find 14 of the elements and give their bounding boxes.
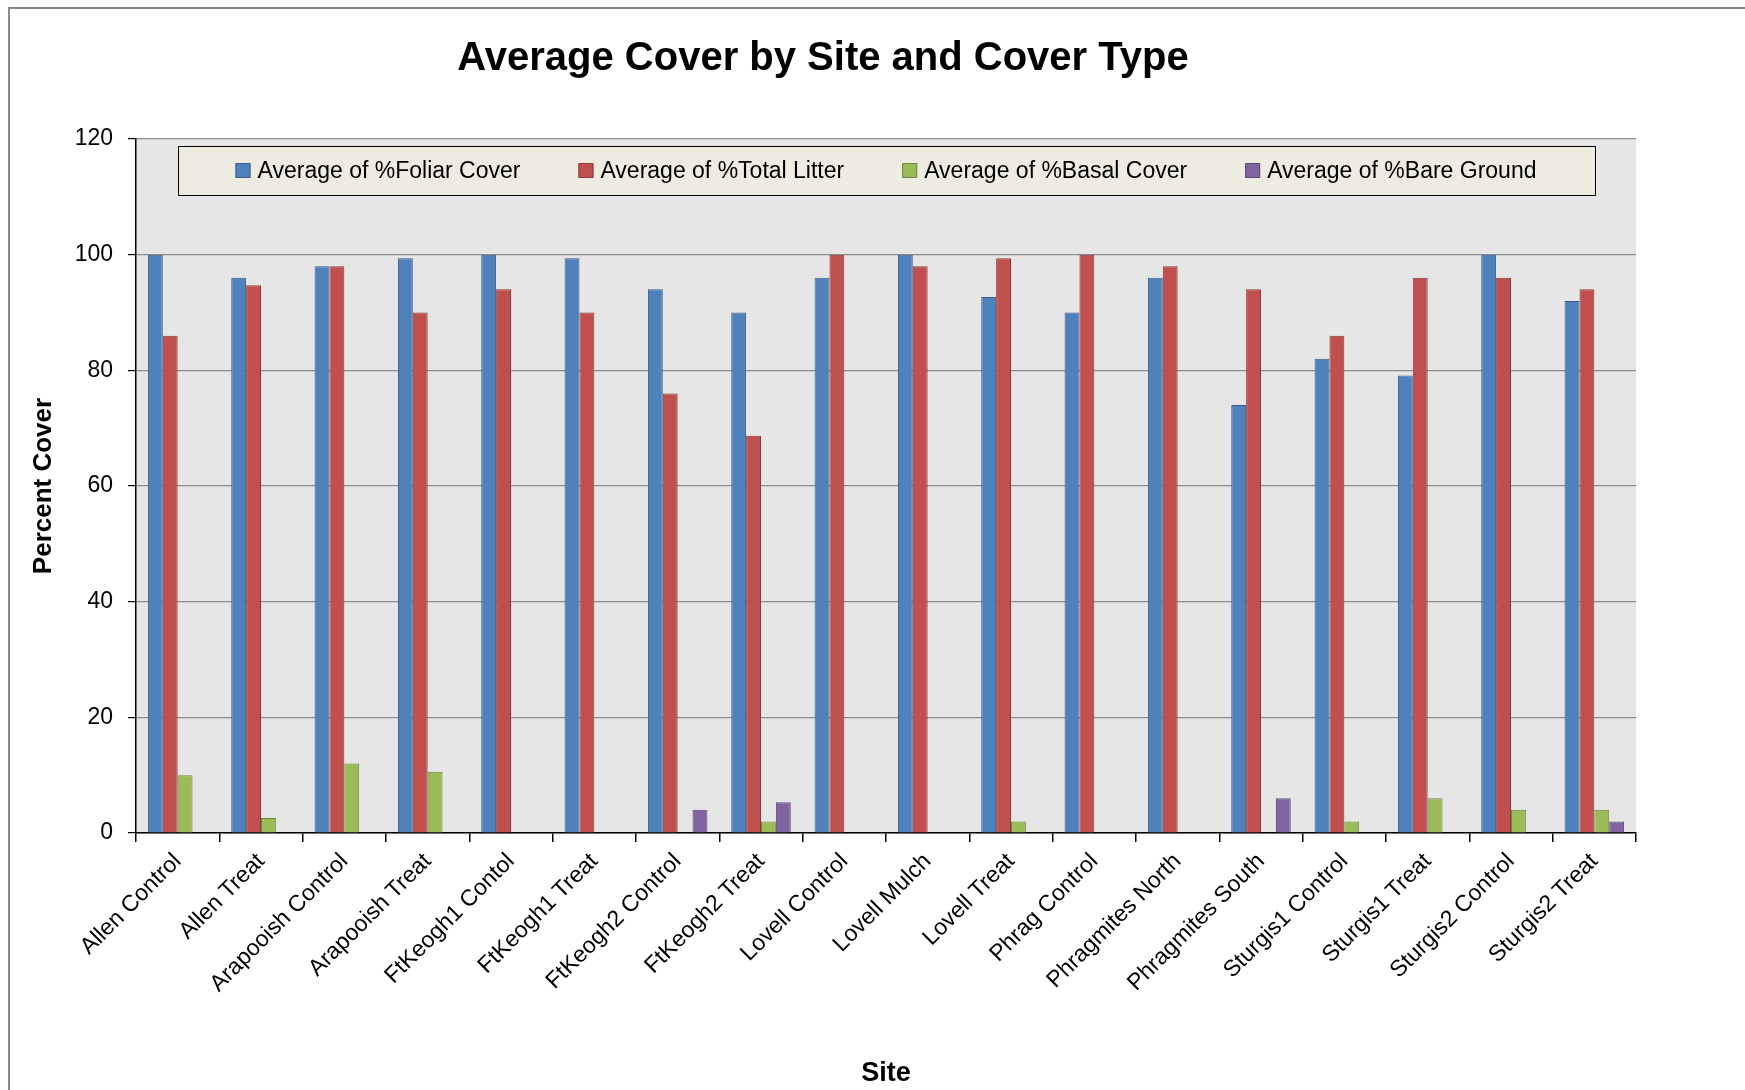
y-tick-label: 20 [87,702,113,729]
y-tick-label: 60 [87,471,113,498]
legend-label: Average of %Bare Ground [1267,156,1537,183]
x-axis-title: Site [861,1057,911,1088]
legend-label: Average of %Foliar Cover [257,156,521,183]
legend-label: Average of %Basal Cover [924,156,1188,183]
legend-label: Average of %Total Litter [600,156,845,183]
y-tick-label: 100 [74,240,113,267]
y-tick-label: 120 [74,124,113,151]
y-axis-title: Percent Cover [26,397,57,575]
chart-title: Average Cover by Site and Cover Type [457,34,1189,79]
y-tick-label: 0 [100,818,113,845]
y-tick-label: 80 [87,355,113,382]
y-tick-label: 40 [87,587,113,614]
